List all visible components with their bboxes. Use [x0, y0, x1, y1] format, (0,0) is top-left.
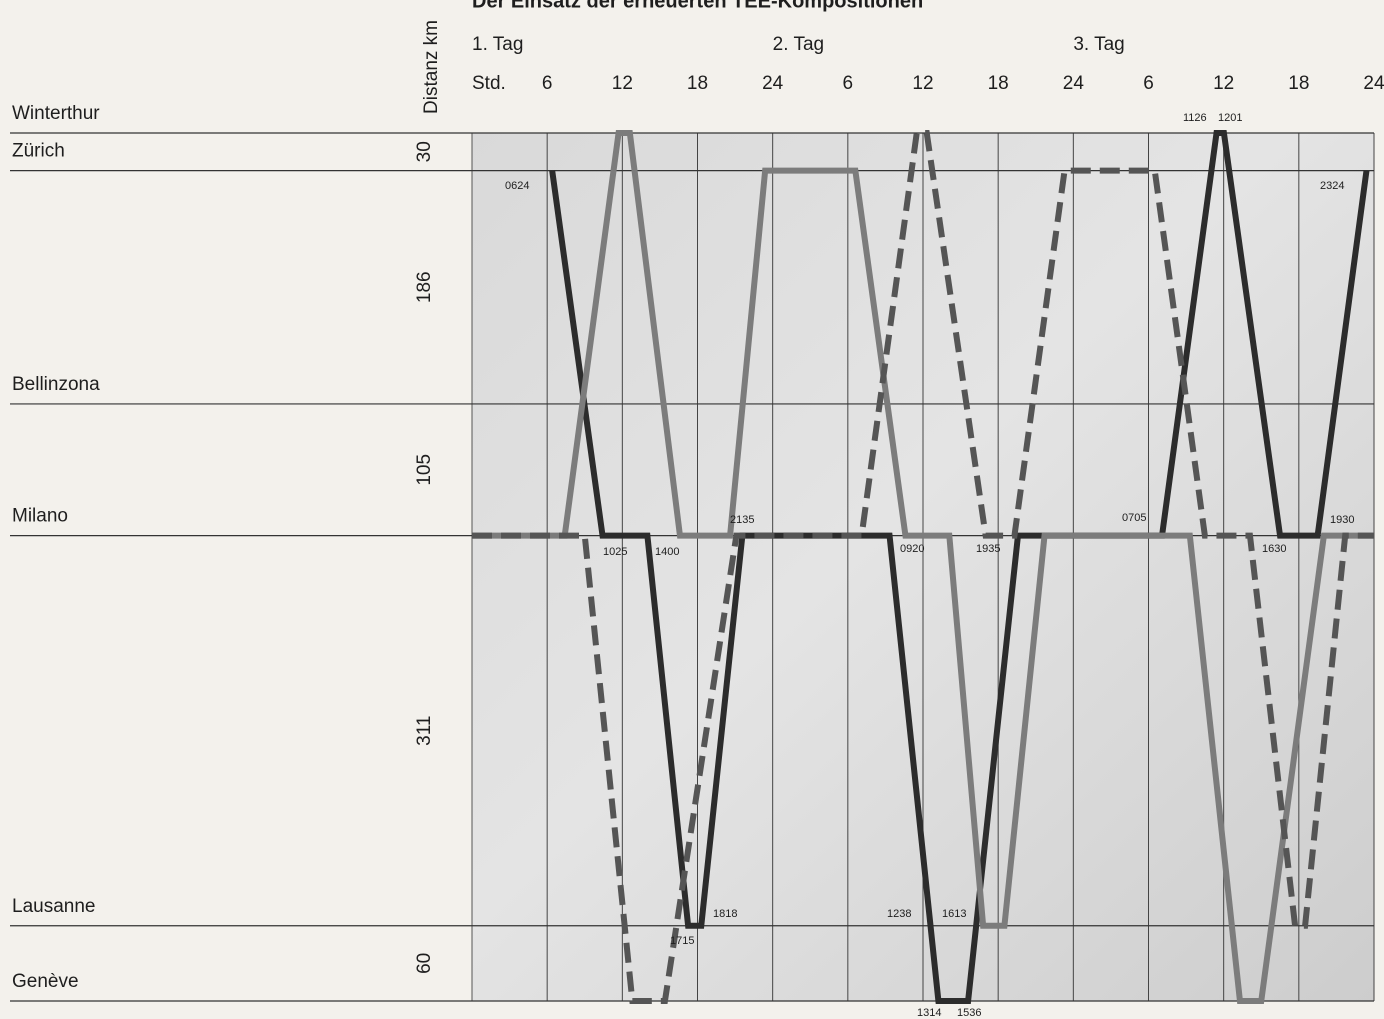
time-label: 2324: [1320, 180, 1344, 192]
time-label: 2135: [730, 514, 754, 526]
x-tick-label: 24: [762, 73, 784, 94]
station-label: Zürich: [12, 141, 65, 162]
time-label: 1536: [957, 1007, 981, 1019]
time-label: 1400: [655, 546, 679, 558]
time-label: 1025: [603, 546, 627, 558]
segment-distance: 30: [414, 141, 435, 162]
x-tick-label: 12: [912, 73, 933, 94]
segment-distance: 186: [414, 271, 435, 303]
x-tick-label: 18: [1288, 73, 1309, 94]
segment-distance: 105: [414, 454, 435, 486]
station-label: Genève: [12, 971, 79, 992]
segment-distance: 311: [414, 716, 435, 746]
time-label: 1630: [1262, 543, 1286, 555]
time-label: 1201: [1218, 112, 1242, 124]
time-label: 1818: [713, 908, 737, 920]
day-label: 2. Tag: [773, 34, 824, 55]
x-tick-label: 12: [1213, 73, 1234, 94]
station-label: Milano: [12, 506, 68, 527]
station-label: Lausanne: [12, 896, 95, 917]
time-label: 1613: [942, 908, 966, 920]
x-tick-label: 6: [1143, 73, 1154, 94]
time-label: 1238: [887, 908, 911, 920]
station-label: Winterthur: [12, 103, 100, 124]
time-label: 1126: [1183, 112, 1207, 124]
x-tick-label: 24: [1063, 73, 1085, 94]
time-label: 1715: [670, 935, 694, 947]
time-label: 1935: [976, 543, 1000, 555]
day-label: 3. Tag: [1073, 34, 1124, 55]
x-unit-label: Std.: [472, 73, 506, 94]
station-label: Bellinzona: [12, 374, 100, 395]
x-tick-label: 18: [687, 73, 708, 94]
x-tick-label: 6: [843, 73, 854, 94]
x-tick-label: 18: [988, 73, 1009, 94]
x-tick-label: 6: [542, 73, 553, 94]
x-tick-label: 24: [1363, 73, 1384, 94]
time-label: 1930: [1330, 514, 1354, 526]
y-axis-label: Distanz km: [421, 20, 442, 114]
time-label: 0624: [505, 180, 529, 192]
day-label: 1. Tag: [472, 34, 523, 55]
time-label: 1314: [917, 1007, 941, 1019]
x-tick-label: 12: [612, 73, 633, 94]
chart: Der Einsatz der erneuerten TEE-Kompositi…: [0, 0, 1384, 1019]
segment-distance: 60: [414, 953, 435, 974]
time-label: 0920: [900, 543, 924, 555]
chart-title: Der Einsatz der erneuerten TEE-Kompositi…: [472, 0, 923, 12]
time-label: 0705: [1122, 512, 1146, 524]
